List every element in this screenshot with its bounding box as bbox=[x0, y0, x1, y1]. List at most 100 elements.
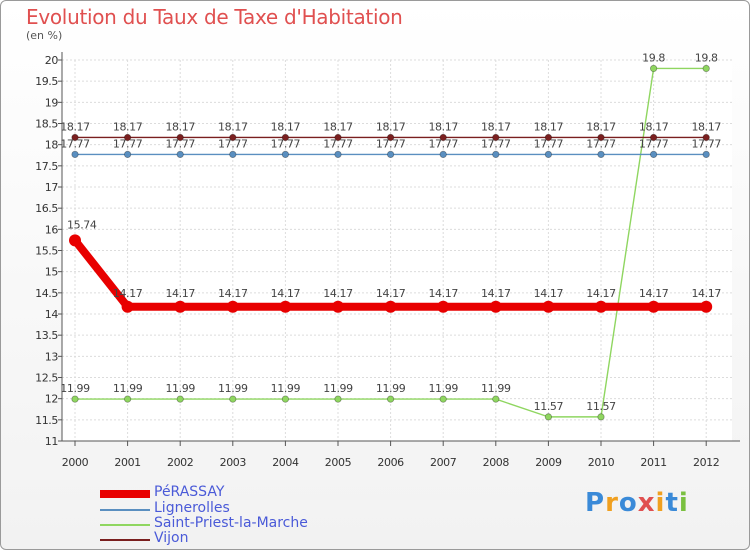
data-point bbox=[542, 300, 555, 313]
data-label: 17.77 bbox=[218, 137, 248, 150]
logo-letter: o bbox=[618, 488, 638, 518]
data-point bbox=[439, 150, 447, 159]
data-label: 18.17 bbox=[113, 120, 143, 133]
data-label: 17.77 bbox=[113, 137, 143, 150]
data-point bbox=[492, 395, 500, 403]
plot-area bbox=[62, 60, 732, 441]
legend-swatch bbox=[100, 524, 150, 526]
data-label: 17.77 bbox=[639, 137, 669, 150]
data-label: 17.77 bbox=[271, 137, 301, 150]
data-point bbox=[544, 150, 553, 159]
data-label: 11.99 bbox=[113, 382, 143, 395]
data-label: 19.8 bbox=[642, 51, 665, 64]
legend-swatch bbox=[100, 490, 150, 498]
y-tick-label: 17.5 bbox=[35, 160, 58, 173]
data-point bbox=[226, 300, 239, 313]
data-label: 18.17 bbox=[165, 120, 195, 133]
legend-label: Saint-Priest-la-Marche bbox=[154, 515, 308, 531]
x-tick-label: 2006 bbox=[377, 456, 404, 469]
data-label: 18.17 bbox=[534, 120, 564, 133]
data-label: 14.17 bbox=[271, 287, 301, 300]
data-label: 14.17 bbox=[323, 287, 353, 300]
data-point bbox=[439, 133, 447, 142]
data-label: 17.77 bbox=[165, 137, 195, 150]
data-label: 17.77 bbox=[691, 137, 721, 150]
data-point bbox=[176, 133, 184, 142]
logo-letter: i bbox=[655, 488, 666, 518]
x-tick-label: 2000 bbox=[62, 456, 89, 469]
data-point bbox=[176, 150, 184, 159]
legend-swatch bbox=[100, 539, 150, 541]
data-point bbox=[702, 150, 710, 159]
data-label: 15.74 bbox=[67, 218, 97, 231]
data-point bbox=[281, 150, 289, 159]
data-point bbox=[124, 395, 132, 403]
data-point bbox=[597, 413, 605, 421]
data-point bbox=[334, 395, 342, 403]
data-label: 18.17 bbox=[376, 120, 406, 133]
data-point bbox=[71, 133, 79, 142]
y-axis-unit-label: (en %) bbox=[26, 29, 63, 42]
x-tick-label: 2004 bbox=[272, 456, 299, 469]
data-label: 14.17 bbox=[165, 287, 195, 300]
data-label: 14.17 bbox=[534, 287, 564, 300]
data-label: 17.77 bbox=[481, 137, 511, 150]
data-label: 14.17 bbox=[639, 287, 669, 300]
data-label: 14.17 bbox=[586, 287, 616, 300]
y-tick-label: 18 bbox=[45, 139, 59, 152]
y-tick-label: 16.5 bbox=[35, 202, 58, 215]
x-tick-label: 2012 bbox=[693, 456, 719, 469]
data-label: 14.17 bbox=[218, 287, 248, 300]
x-tick-label: 2001 bbox=[114, 456, 140, 469]
data-label: 11.57 bbox=[534, 400, 564, 413]
data-point bbox=[702, 64, 710, 73]
data-point bbox=[121, 300, 134, 313]
y-tick-label: 16 bbox=[45, 223, 59, 236]
data-point bbox=[332, 300, 344, 313]
y-tick-label: 15 bbox=[45, 266, 59, 279]
legend-label: Lignerolles bbox=[154, 500, 230, 516]
y-tick-label: 14 bbox=[45, 308, 59, 321]
logo-letter: x bbox=[637, 488, 656, 518]
y-tick-label: 19 bbox=[45, 96, 59, 109]
chart-title: Evolution du Taux de Taxe d'Habitation bbox=[26, 5, 403, 29]
data-point bbox=[544, 413, 553, 421]
data-point bbox=[437, 300, 450, 313]
data-label: 18.17 bbox=[691, 120, 721, 133]
y-tick-label: 11 bbox=[45, 435, 58, 448]
data-label: 19.8 bbox=[695, 51, 718, 64]
data-point bbox=[279, 300, 292, 313]
data-label: 11.99 bbox=[218, 382, 248, 395]
data-point bbox=[386, 133, 395, 142]
data-label: 14.17 bbox=[481, 287, 511, 300]
y-tick-label: 20 bbox=[45, 54, 59, 67]
data-point bbox=[229, 133, 237, 142]
data-point bbox=[386, 395, 395, 403]
y-tick-label: 12 bbox=[45, 393, 58, 406]
data-point bbox=[334, 150, 342, 159]
y-tick-label: 13.5 bbox=[35, 329, 58, 342]
data-point bbox=[649, 150, 658, 159]
data-point bbox=[700, 300, 713, 313]
data-label: 18.17 bbox=[323, 120, 353, 133]
data-label: 17.77 bbox=[586, 137, 616, 150]
x-tick-label: 2009 bbox=[535, 456, 562, 469]
data-point bbox=[597, 133, 605, 142]
x-tick-label: 2011 bbox=[640, 456, 666, 469]
data-label: 17.77 bbox=[534, 137, 564, 150]
data-point bbox=[176, 395, 184, 403]
proxiti-logo: Proxiti bbox=[585, 488, 689, 518]
logo-letter: r bbox=[605, 488, 619, 518]
data-point bbox=[597, 150, 605, 159]
y-tick-label: 14.5 bbox=[35, 287, 58, 300]
data-label: 17.77 bbox=[376, 137, 406, 150]
y-tick-label: 12.5 bbox=[35, 372, 58, 385]
x-tick-label: 2002 bbox=[167, 456, 193, 469]
x-tick-label: 2008 bbox=[483, 456, 510, 469]
legend-swatch bbox=[100, 509, 150, 511]
y-tick-label: 17 bbox=[45, 181, 59, 194]
data-point bbox=[69, 234, 81, 247]
data-label: 11.99 bbox=[481, 382, 511, 395]
data-label: 18.17 bbox=[481, 120, 511, 133]
